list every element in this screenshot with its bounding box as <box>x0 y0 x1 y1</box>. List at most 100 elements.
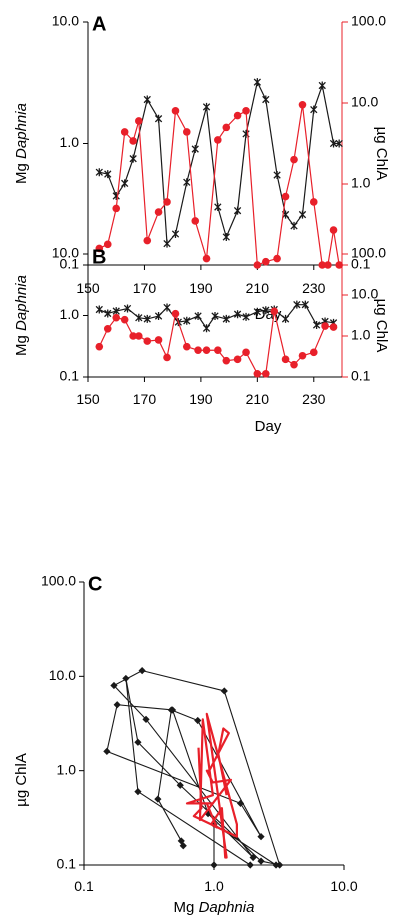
panel-label-A: A <box>92 13 106 35</box>
data-point-black-A <box>143 95 151 104</box>
data-point-red-B <box>163 353 171 362</box>
star-marker-stroke <box>222 314 230 323</box>
data-point-black-A <box>202 102 211 111</box>
right-tick-label-B: 0.1 <box>351 368 371 384</box>
data-point-red-A <box>273 254 281 263</box>
star-marker-stroke <box>329 139 338 148</box>
data-point-black-B <box>135 313 143 322</box>
star-marker-stroke <box>253 307 261 316</box>
right-tick-label-A: 100.0 <box>351 13 386 29</box>
data-point-black-C <box>236 799 245 807</box>
data-point-black-B <box>301 300 309 309</box>
star-marker-stroke <box>95 305 103 314</box>
data-point-red-B <box>242 348 250 357</box>
data-point-red-B <box>202 346 211 355</box>
data-point-red-B <box>171 309 180 318</box>
star-marker-stroke <box>112 307 120 316</box>
data-point-black-A <box>163 239 171 248</box>
data-point-red-B <box>182 342 191 351</box>
right-tick-label-A: 1.0 <box>351 175 371 191</box>
data-point-red-B <box>270 307 279 316</box>
data-point-red-A <box>191 217 200 225</box>
right-tick-label-B: 10.0 <box>351 286 378 302</box>
star-marker-stroke <box>129 154 137 163</box>
y-tick-label-C: 0.1 <box>57 856 77 872</box>
data-point-red-B <box>309 348 318 357</box>
y-axis-title-C: µg ChlA <box>13 753 30 807</box>
x-tick-label-A: 170 <box>133 280 157 296</box>
star-marker-stroke <box>211 312 219 321</box>
data-point-black-C <box>210 861 218 869</box>
data-point-red-B <box>103 324 112 333</box>
data-point-red-A <box>171 107 180 115</box>
data-point-red-B <box>214 346 222 355</box>
data-point-black-C <box>168 706 177 714</box>
data-point-black-A <box>329 139 338 148</box>
star-marker-stroke <box>214 203 222 212</box>
data-point-black-A <box>253 78 261 87</box>
data-point-red-A <box>298 101 307 109</box>
data-point-red-A <box>120 128 129 136</box>
data-point-black-B <box>222 314 230 323</box>
data-point-red-B <box>321 322 329 330</box>
right-tick-label-B: 100.0 <box>351 245 386 261</box>
star-marker-stroke <box>163 239 171 248</box>
x-tick-label-B: 190 <box>189 391 213 407</box>
x-tick-label-A: 210 <box>246 280 270 296</box>
data-point-black-C <box>134 787 142 796</box>
panel-label-B: B <box>92 246 106 268</box>
data-point-red-B <box>253 369 262 378</box>
data-point-black-A <box>318 81 326 90</box>
data-point-red-A <box>112 204 121 213</box>
series-line-red-C <box>185 712 238 859</box>
data-point-red-B <box>298 351 307 360</box>
series-line-red-A <box>99 104 340 266</box>
star-marker-stroke <box>104 309 112 318</box>
data-point-black-B <box>202 324 211 333</box>
x-axis-title-C: Mg Daphnia <box>174 899 255 916</box>
star-marker-stroke <box>202 102 211 111</box>
left-axis-title-A: Mg Daphnia <box>13 103 30 184</box>
data-point-black-B <box>104 309 112 318</box>
star-marker-stroke <box>312 321 321 330</box>
x-tick-label-C: 0.1 <box>74 878 94 894</box>
data-point-red-B <box>154 336 163 344</box>
data-point-red-B <box>281 355 290 364</box>
data-point-red-A <box>324 261 332 269</box>
data-point-black-B <box>293 300 301 309</box>
data-point-black-C <box>122 674 130 683</box>
data-point-black-A <box>298 210 307 219</box>
data-point-black-C <box>154 795 162 803</box>
panel-label-C: C <box>88 573 102 595</box>
right-tick-label-B: 1.0 <box>351 327 371 343</box>
data-point-red-B <box>135 332 143 340</box>
right-axis-title-B: µg ChlA <box>373 299 390 353</box>
data-point-black-A <box>154 114 163 123</box>
data-point-black-B <box>194 312 202 321</box>
data-point-red-A <box>329 226 338 234</box>
y-tick-label-C: 100.0 <box>41 573 76 589</box>
star-marker-stroke <box>104 170 112 179</box>
star-marker-stroke <box>253 78 261 87</box>
data-point-red-B <box>129 332 137 340</box>
data-point-black-B <box>183 316 191 325</box>
y-tick-label-C: 10.0 <box>49 667 76 683</box>
data-point-black-C <box>134 738 142 746</box>
star-marker-stroke <box>281 314 290 323</box>
data-point-black-C <box>103 747 111 756</box>
data-point-red-A <box>143 236 152 245</box>
left-axis-title-B: Mg Daphnia <box>13 275 30 356</box>
left-tick-label-B: 10.0 <box>52 245 79 261</box>
star-marker-stroke <box>298 210 307 219</box>
data-point-black-A <box>95 168 103 177</box>
data-point-red-A <box>214 136 222 144</box>
data-point-red-A <box>253 261 262 269</box>
x-axis-title-B: Day <box>255 418 282 435</box>
data-point-red-B <box>112 313 121 322</box>
x-tick-label-B: 230 <box>302 391 326 407</box>
star-marker-stroke <box>143 95 151 104</box>
data-point-red-B <box>194 346 202 355</box>
data-point-red-A <box>335 261 343 269</box>
data-point-black-C <box>276 861 284 869</box>
star-marker-stroke <box>202 324 211 333</box>
